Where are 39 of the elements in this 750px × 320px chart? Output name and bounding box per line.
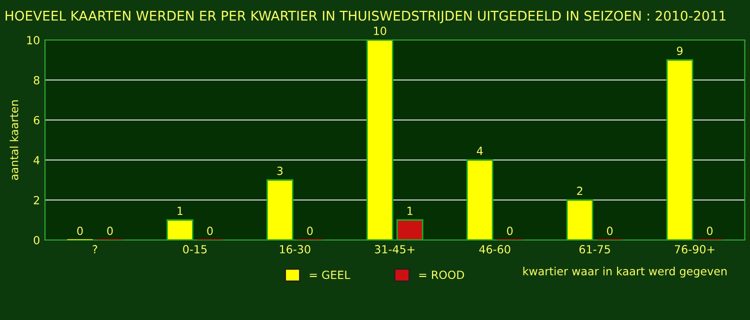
bar [396, 219, 424, 240]
y-tick-label: 6 [34, 116, 40, 124]
x-tick-label: 76-90+ [674, 245, 714, 254]
bar [266, 179, 294, 240]
bar [466, 159, 494, 240]
data-label: 0 [77, 226, 83, 236]
y-tick-label: 0 [34, 236, 40, 244]
data-label: 4 [476, 146, 483, 155]
legend-label: = GEEL [310, 270, 350, 280]
data-label: 0 [606, 226, 613, 236]
data-label: 9 [676, 46, 683, 56]
y-tick-label: 2 [34, 196, 40, 204]
x-tick-label: 61-75 [579, 245, 610, 254]
data-label: 0 [107, 226, 113, 236]
data-label: 3 [277, 166, 283, 176]
data-label: 2 [577, 186, 582, 195]
bar [366, 40, 394, 240]
data-label: 0 [207, 226, 213, 236]
data-label: 0 [706, 226, 713, 236]
x-tick-label: 16-30 [280, 245, 310, 254]
bar [566, 199, 594, 240]
x-tick-label: 31-45+ [374, 245, 414, 254]
data-label: 1 [408, 206, 412, 215]
y-tick-label: 8 [34, 76, 40, 84]
data-label: 0 [307, 226, 313, 236]
x-tick-label: 46-60 [479, 245, 510, 254]
y-tick-label: 10 [27, 36, 40, 44]
y-axis-title: aantal kaarten [10, 100, 18, 180]
x-axis-title: kwartier waar in kaart werd gegeven [523, 266, 727, 278]
x-tick-label: ? [92, 245, 98, 254]
chart-title: HOEVEEL KAARTEN WERDEN ER PER KWARTIER IN THUISWEDSTRIJDEN UITGEDEELD IN SEIZOEN : 2010-2011 [6, 10, 726, 24]
data-label: 10 [374, 26, 386, 36]
legend-label: = ROOD [419, 270, 464, 280]
data-label: 1 [178, 206, 182, 215]
y-tick-label: 4 [34, 156, 40, 164]
x-tick-label: 0-15 [183, 245, 207, 254]
bar [666, 59, 694, 240]
bar [166, 219, 194, 240]
data-label: 0 [507, 226, 513, 236]
